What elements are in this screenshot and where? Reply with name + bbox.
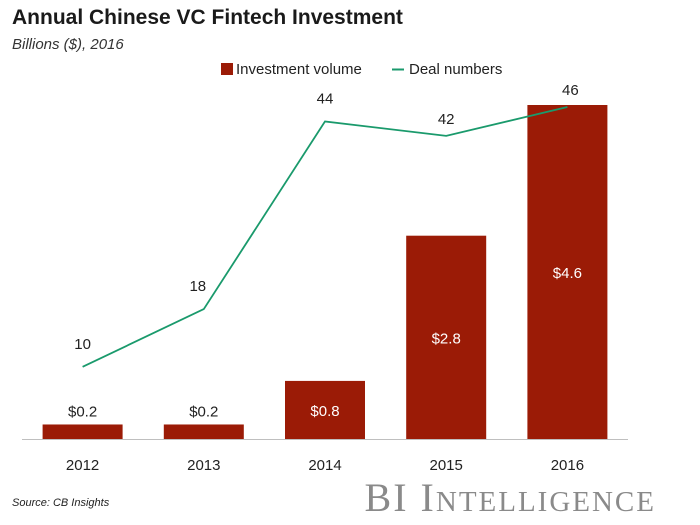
bar-2015 xyxy=(406,235,487,439)
deal-label-2014: 44 xyxy=(317,90,334,107)
source-note: Source: CB Insights xyxy=(12,497,110,509)
logo-bi: BI xyxy=(364,475,409,520)
bar-label-2015: $2.8 xyxy=(432,330,461,347)
bar-label-2012: $0.2 xyxy=(68,403,97,420)
chart-title: Annual Chinese VC Fintech Investment xyxy=(12,6,403,29)
bi-intelligence-logo: BI INTELLIGENCE xyxy=(365,474,656,521)
deal-label-2015: 42 xyxy=(438,111,455,128)
deal-numbers-line xyxy=(82,106,568,368)
deal-label-2013: 18 xyxy=(189,278,206,295)
logo-initial: I xyxy=(420,475,436,520)
deal-label-2012: 10 xyxy=(74,336,91,353)
bar-2013 xyxy=(163,424,244,439)
legend-label-deals: Deal numbers xyxy=(409,61,502,78)
x-tick-2013: 2013 xyxy=(187,457,220,474)
bar-2014 xyxy=(285,380,365,439)
legend-label-investment: Investment volume xyxy=(236,61,362,78)
x-tick-2016: 2016 xyxy=(551,457,584,474)
logo-rest: NTELLIGENCE xyxy=(435,486,656,518)
bar-2012 xyxy=(42,424,123,439)
x-tick-2012: 2012 xyxy=(66,457,99,474)
bar-label-2014: $0.8 xyxy=(310,403,339,420)
bar-2016 xyxy=(527,105,608,439)
bar-label-2016: $4.6 xyxy=(553,265,582,282)
chart-subtitle: Billions ($), 2016 xyxy=(12,36,124,53)
legend-swatch-investment xyxy=(221,63,233,75)
deal-label-2016: 46 xyxy=(562,82,579,99)
x-tick-2015: 2015 xyxy=(430,457,463,474)
bar-label-2013: $0.2 xyxy=(189,403,218,420)
x-tick-2014: 2014 xyxy=(308,457,341,474)
